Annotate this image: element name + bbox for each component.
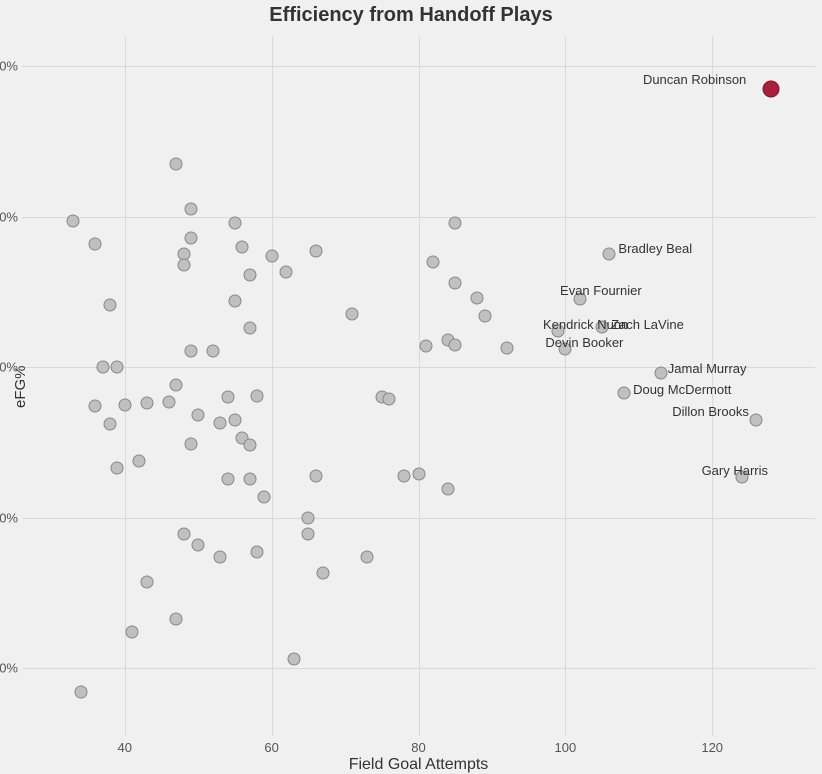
data-point	[184, 203, 197, 216]
y-tick-label: 40%	[0, 510, 18, 525]
data-point	[228, 216, 241, 229]
data-point	[750, 413, 763, 426]
data-point	[250, 546, 263, 559]
data-point	[265, 249, 278, 262]
data-point	[170, 379, 183, 392]
data-point	[221, 391, 234, 404]
scatter-chart: Efficiency from Handoff Plays Duncan Rob…	[0, 0, 822, 774]
data-point	[184, 344, 197, 357]
data-point	[302, 511, 315, 524]
point-label: Gary Harris	[702, 463, 768, 478]
data-point	[228, 294, 241, 307]
data-point	[449, 276, 462, 289]
data-point	[236, 240, 249, 253]
data-point	[96, 361, 109, 374]
data-point	[74, 686, 87, 699]
data-point	[361, 550, 374, 563]
x-tick-label: 80	[411, 740, 425, 755]
data-point	[287, 653, 300, 666]
point-label: Jamal Murray	[668, 361, 747, 376]
data-point	[419, 340, 432, 353]
grid-line-vertical	[565, 36, 566, 736]
data-point	[184, 437, 197, 450]
grid-line-horizontal	[22, 217, 815, 218]
data-point	[243, 322, 256, 335]
data-point	[184, 231, 197, 244]
data-point	[500, 341, 513, 354]
data-point	[603, 248, 616, 261]
data-point	[309, 469, 322, 482]
data-point	[449, 216, 462, 229]
x-tick-label: 100	[554, 740, 576, 755]
data-point	[214, 550, 227, 563]
point-label: Devin Booker	[545, 335, 623, 350]
data-point	[192, 538, 205, 551]
data-point	[206, 344, 219, 357]
data-point	[471, 291, 484, 304]
point-label: Kendrick Nunn	[543, 317, 628, 332]
grid-line-vertical	[272, 36, 273, 736]
data-point	[118, 398, 131, 411]
data-point	[346, 308, 359, 321]
data-point	[111, 361, 124, 374]
data-point	[104, 299, 117, 312]
data-point	[177, 258, 190, 271]
y-tick-label: 30%	[0, 661, 18, 676]
x-tick-label: 60	[264, 740, 278, 755]
point-label: Duncan Robinson	[643, 72, 746, 87]
data-point	[243, 439, 256, 452]
data-point	[170, 157, 183, 170]
data-point	[309, 245, 322, 258]
data-point	[383, 392, 396, 405]
data-point	[449, 338, 462, 351]
data-point	[243, 269, 256, 282]
data-point	[104, 418, 117, 431]
y-tick-label: 70%	[0, 59, 18, 74]
x-tick-label: 40	[118, 740, 132, 755]
data-point	[221, 472, 234, 485]
point-label: Bradley Beal	[618, 241, 692, 256]
x-tick-label: 120	[701, 740, 723, 755]
grid-line-horizontal	[22, 518, 815, 519]
data-point	[192, 409, 205, 422]
data-point	[162, 395, 175, 408]
data-point	[140, 397, 153, 410]
data-point	[140, 576, 153, 589]
point-label: Doug McDermott	[633, 382, 731, 397]
point-label: Dillon Brooks	[672, 404, 749, 419]
chart-title: Efficiency from Handoff Plays	[0, 4, 822, 27]
data-point	[478, 310, 491, 323]
plot-area: Duncan Robinson Bradley Beal Evan Fournier…	[22, 36, 815, 736]
data-point	[89, 400, 102, 413]
data-point	[111, 462, 124, 475]
data-point	[280, 266, 293, 279]
data-point	[214, 416, 227, 429]
data-point	[427, 255, 440, 268]
data-point	[250, 389, 263, 402]
data-point	[397, 469, 410, 482]
data-point	[133, 454, 146, 467]
data-point	[618, 386, 631, 399]
y-tick-label: 50%	[0, 360, 18, 375]
data-point	[89, 237, 102, 250]
y-tick-label: 60%	[0, 209, 18, 224]
data-point	[317, 567, 330, 580]
data-point	[441, 483, 454, 496]
grid-line-vertical	[419, 36, 420, 736]
data-point	[177, 528, 190, 541]
data-point	[302, 528, 315, 541]
data-point	[412, 468, 425, 481]
data-point	[170, 612, 183, 625]
data-point	[126, 626, 139, 639]
data-point	[67, 215, 80, 228]
grid-line-horizontal	[22, 668, 815, 669]
data-point	[228, 413, 241, 426]
point-label: Evan Fournier	[560, 283, 642, 298]
grid-line-horizontal	[22, 66, 815, 67]
data-point	[258, 490, 271, 503]
data-point-highlight	[762, 80, 779, 97]
data-point	[654, 367, 667, 380]
x-axis-label: Field Goal Attempts	[22, 756, 815, 774]
data-point	[243, 472, 256, 485]
